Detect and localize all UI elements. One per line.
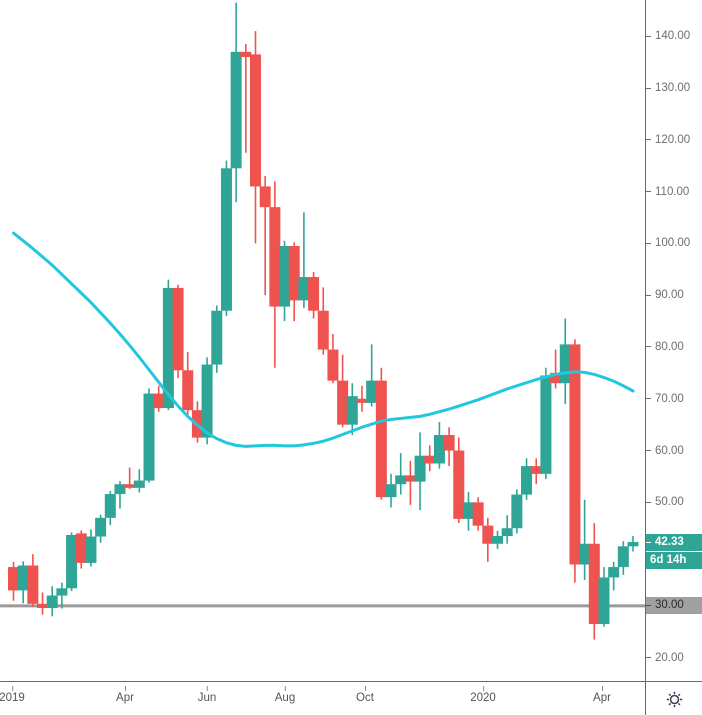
tick-mark [646, 87, 651, 89]
countdown-badge[interactable]: 6d 14h [646, 551, 702, 569]
countdown-label: 6d 14h [650, 553, 687, 566]
time-tick-aug: Aug [275, 686, 295, 704]
tick-mark [602, 686, 603, 691]
price-level-label: 30.00 [655, 599, 684, 612]
tick-mark [646, 398, 651, 400]
price-tick-label: 20.00 [655, 651, 684, 664]
tick-mark [125, 686, 126, 691]
price-tick-label: 70.00 [655, 392, 684, 405]
time-tick-apr: Apr [593, 686, 611, 704]
price-tick-80-00: 80.00 [646, 340, 684, 354]
price-tick-140-00: 140.00 [646, 29, 690, 43]
moving-average-line [12, 231, 635, 448]
time-tick-jun: Jun [198, 686, 216, 704]
price-tick-20-00: 20.00 [646, 651, 684, 665]
price-level-badge[interactable]: 30.00 [646, 597, 702, 615]
price-tick-60-00: 60.00 [646, 444, 684, 458]
time-tick-2020: 2020 [470, 686, 496, 704]
time-axis[interactable]: 2019 Apr Jun Aug Oct 2020 Apr [0, 681, 702, 715]
price-axis[interactable]: 140.00 130.00 120.00 110.00 100.00 90.00 80.00… [645, 0, 702, 681]
tick-mark [285, 686, 286, 691]
last-price-label: 42.33 [655, 535, 684, 548]
price-tick-70-00: 70.00 [646, 392, 684, 406]
tick-mark [646, 605, 651, 607]
chart-canvas [0, 2, 645, 640]
tick-mark [646, 501, 651, 503]
tick-mark [646, 191, 651, 193]
price-tick-label: 110.00 [655, 185, 690, 198]
plot-area[interactable] [0, 0, 645, 681]
price-tick-110-00: 110.00 [646, 185, 689, 199]
tick-mark [646, 294, 651, 296]
time-tick-2019: 2019 [0, 686, 25, 704]
price-tick-label: 120.00 [655, 133, 691, 146]
price-tick-label: 50.00 [655, 496, 684, 509]
price-tick-90-00: 90.00 [646, 288, 684, 302]
price-tick-100-00: 100.00 [646, 236, 690, 250]
tick-mark [646, 35, 651, 37]
price-tick-label: 90.00 [655, 289, 684, 302]
price-tick-130-00: 130.00 [646, 81, 690, 95]
tick-mark [206, 686, 208, 691]
tick-mark [646, 346, 651, 348]
candle-series [8, 2, 639, 640]
price-tick-label: 80.00 [655, 340, 684, 353]
price-tick-label: 100.00 [655, 237, 691, 250]
gear-icon[interactable] [657, 686, 691, 712]
tick-mark [646, 139, 651, 141]
price-tick-label: 60.00 [655, 444, 684, 457]
price-tick-label: 140.00 [655, 30, 691, 43]
tick-mark [364, 686, 366, 691]
tick-mark [646, 242, 651, 244]
price-tick-120-00: 120.00 [646, 133, 690, 147]
price-tick-50-00: 50.00 [646, 495, 684, 509]
last-price-badge[interactable]: 42.33 [646, 533, 702, 551]
tick-mark [12, 686, 13, 691]
axis-divider [645, 682, 646, 715]
time-tick-oct: Oct [356, 686, 374, 704]
time-tick-apr: Apr [116, 686, 134, 704]
tick-mark [646, 541, 651, 543]
tick-mark [483, 686, 484, 691]
price-tick-label: 130.00 [655, 82, 691, 95]
tick-mark [646, 657, 651, 659]
tick-mark [646, 450, 651, 452]
gear-icon-glyph [666, 691, 682, 707]
